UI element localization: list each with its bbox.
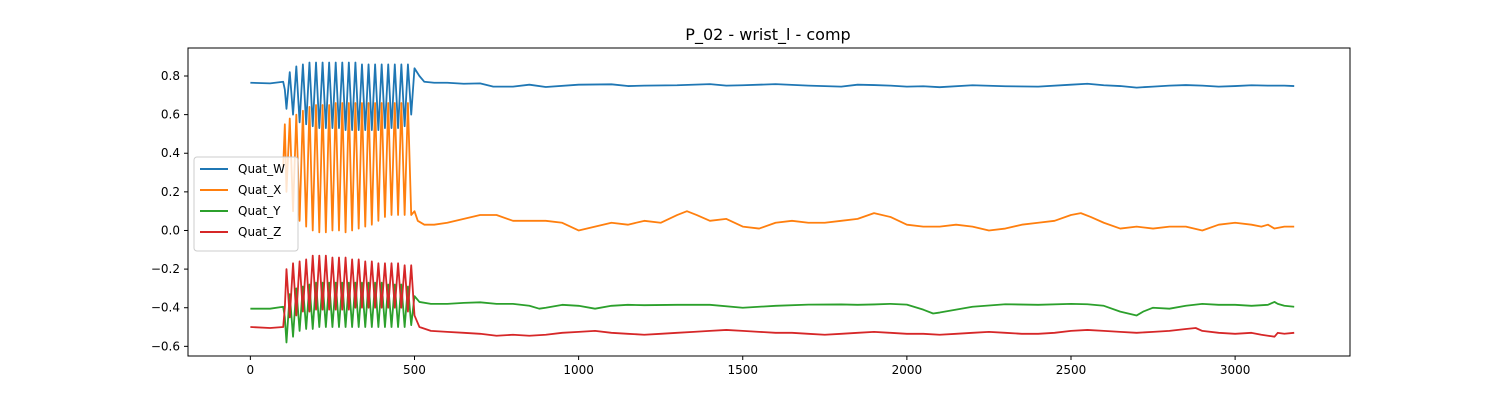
x-tick-label: 0 — [247, 363, 255, 377]
series-line-quat-w — [250, 61, 1295, 131]
y-tick-label: 0.6 — [161, 108, 180, 122]
axes-frame — [187, 47, 1351, 357]
series-line-quat-z — [250, 254, 1295, 338]
y-tick-label: −0.2 — [151, 262, 180, 276]
y-tick-label: −0.4 — [151, 301, 180, 315]
x-tick-label: 2000 — [892, 363, 923, 377]
legend-label: Quat_W — [238, 162, 285, 176]
legend-label: Quat_Z — [238, 225, 281, 239]
y-tick-label: 0.8 — [161, 69, 180, 83]
x-tick-label: 2500 — [1056, 363, 1087, 377]
legend-box — [193, 156, 299, 252]
x-tick-label: 3000 — [1220, 363, 1251, 377]
series-line-quat-x — [282, 102, 1295, 234]
axes: 0 500 1000 1500 2000 2500 3000 −0.6 −0.4 −0.2 0.0 0… — [151, 47, 1351, 377]
x-tick-label: 1000 — [563, 363, 594, 377]
chart-title: P_02 - wrist_l - comp — [685, 25, 850, 45]
x-tick-label: 1500 — [727, 363, 758, 377]
x-tick-label: 500 — [403, 363, 426, 377]
y-tick-label: −0.6 — [151, 339, 180, 353]
plot-area — [250, 61, 1295, 344]
legend-label: Quat_Y — [238, 204, 281, 218]
y-tick-label: 0.2 — [161, 185, 180, 199]
y-tick-label: 0.0 — [161, 223, 180, 237]
y-tick-label: 0.4 — [161, 146, 180, 160]
legend-label: Quat_X — [238, 183, 281, 197]
series-line-quat-y — [250, 281, 1295, 344]
legend: Quat_W Quat_X Quat_Y Quat_Z — [193, 156, 299, 252]
